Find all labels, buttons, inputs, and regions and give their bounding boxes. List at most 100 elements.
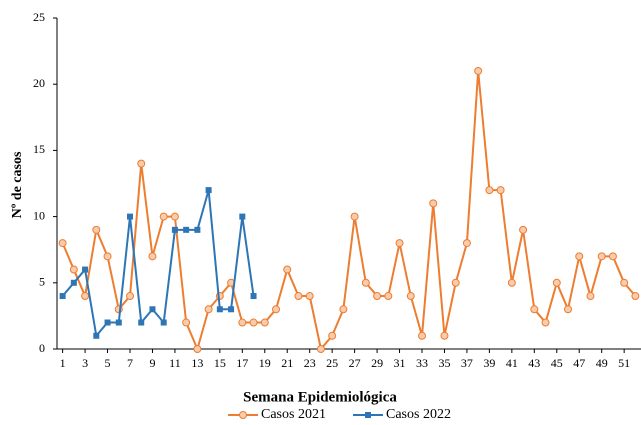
data-point <box>182 318 191 327</box>
y-tick-label: 10 <box>33 208 45 222</box>
data-point <box>608 252 617 261</box>
y-tick-label: 15 <box>33 142 45 156</box>
data-point <box>250 293 257 300</box>
data-point <box>530 305 539 314</box>
data-point <box>384 292 393 301</box>
x-axis-label: Semana Epidemiológica <box>243 389 397 405</box>
data-point <box>194 226 201 233</box>
data-point <box>305 292 314 301</box>
x-tick-label: 1 <box>60 356 66 370</box>
data-point <box>373 292 382 301</box>
data-point <box>204 305 213 314</box>
legend-label: Casos 2022 <box>386 407 451 422</box>
data-point <box>205 187 212 194</box>
x-tick-label: 51 <box>618 356 630 370</box>
y-axis-label: Nº de casos <box>10 151 25 218</box>
data-point <box>149 306 156 313</box>
x-tick-label: 33 <box>416 356 428 370</box>
data-point <box>418 331 426 340</box>
x-tick-label: 35 <box>438 356 450 370</box>
data-point <box>564 305 572 314</box>
x-tick-label: 41 <box>506 356 518 370</box>
series-line <box>61 70 637 353</box>
data-point <box>103 252 112 261</box>
data-point <box>70 279 77 286</box>
data-point <box>485 186 494 195</box>
data-point <box>193 345 202 353</box>
data-point <box>620 278 629 287</box>
x-tick-label: 29 <box>371 356 383 370</box>
x-tick-label: 37 <box>461 356 473 370</box>
x-tick-label: 47 <box>573 356 585 370</box>
data-point <box>59 293 66 300</box>
data-point <box>294 292 303 301</box>
data-point <box>92 225 101 234</box>
legend-marker <box>365 412 371 418</box>
x-tick-label: 49 <box>596 356 608 370</box>
x-tick-label: 21 <box>281 356 293 370</box>
x-tick-label: 43 <box>528 356 540 370</box>
y-tick-label: 25 <box>33 10 45 24</box>
y-tick-label: 0 <box>39 341 45 355</box>
data-point <box>462 239 471 248</box>
data-point <box>93 332 100 339</box>
data-point <box>239 213 246 220</box>
data-point <box>170 212 179 221</box>
data-point <box>507 278 516 287</box>
data-point <box>316 345 325 353</box>
data-point <box>148 252 157 261</box>
x-tick-label: 13 <box>191 356 203 370</box>
x-tick-label: 11 <box>169 356 181 370</box>
data-point <box>586 292 595 301</box>
data-point <box>115 319 122 326</box>
data-point <box>474 66 483 75</box>
data-point <box>137 159 146 168</box>
legend-label: Casos 2021 <box>261 407 326 422</box>
x-tick-label: 25 <box>326 356 338 370</box>
data-point <box>451 278 460 287</box>
y-tick-label: 5 <box>39 275 45 289</box>
data-point <box>361 278 370 287</box>
data-point <box>496 186 505 195</box>
data-point <box>228 306 235 313</box>
x-tick-label: 17 <box>236 356 248 370</box>
y-tick-label: 20 <box>33 76 45 90</box>
data-point <box>260 318 269 327</box>
data-point <box>82 266 89 273</box>
data-point <box>183 226 190 233</box>
data-point <box>104 319 111 326</box>
data-point <box>159 212 168 221</box>
data-point <box>597 252 606 261</box>
data-point <box>575 252 584 261</box>
x-tick-label: 31 <box>394 356 406 370</box>
data-point <box>138 319 145 326</box>
data-point <box>440 331 449 340</box>
x-tick-label: 45 <box>551 356 563 370</box>
data-point <box>429 199 438 208</box>
legend-marker <box>239 411 247 419</box>
data-point <box>552 278 561 287</box>
data-point <box>249 318 258 327</box>
x-tick-label: 5 <box>105 356 111 370</box>
data-point <box>127 213 133 220</box>
data-point <box>58 239 67 248</box>
data-point <box>406 292 415 301</box>
x-tick-label: 19 <box>259 356 271 370</box>
data-point <box>350 212 359 221</box>
data-point <box>519 225 528 234</box>
data-point <box>126 292 134 301</box>
data-point <box>283 265 292 274</box>
data-point <box>238 318 247 327</box>
data-point <box>339 305 348 314</box>
data-point <box>69 265 78 274</box>
data-point <box>171 226 178 233</box>
data-point <box>541 318 550 327</box>
x-tick-label: 39 <box>483 356 495 370</box>
data-point <box>328 331 337 340</box>
data-point <box>272 305 280 314</box>
data-point <box>160 319 167 326</box>
data-point <box>631 292 640 301</box>
x-tick-label: 3 <box>82 356 88 370</box>
x-tick-label: 15 <box>214 356 226 370</box>
